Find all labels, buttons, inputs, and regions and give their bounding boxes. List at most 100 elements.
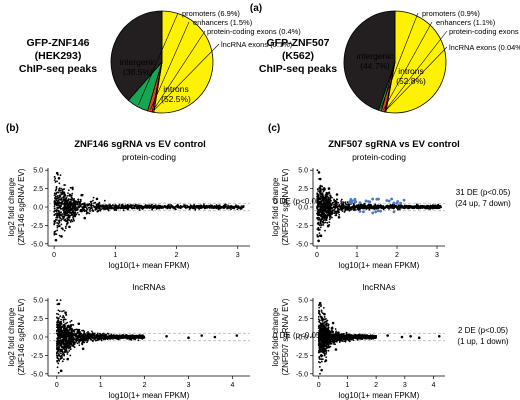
- data-point: [318, 217, 321, 219]
- y-axis-label: (ZNF507 sgRNA/ EV): [281, 168, 290, 245]
- data-point: [61, 348, 64, 351]
- data-point: [90, 201, 92, 203]
- data-point: [320, 203, 323, 206]
- data-point: [53, 175, 56, 178]
- data-point: [90, 338, 93, 341]
- data-point: [53, 205, 56, 208]
- data-point: [78, 341, 81, 344]
- data-point: [61, 339, 64, 341]
- data-point: [97, 203, 100, 206]
- data-point: [327, 205, 329, 208]
- pie-slice-intergenic: [110, 10, 163, 101]
- data-point: [346, 201, 349, 204]
- data-point: [78, 203, 81, 206]
- data-point: [163, 205, 166, 207]
- data-point-outlier: [187, 336, 190, 340]
- data-point: [162, 207, 164, 209]
- data-point: [329, 202, 332, 205]
- data-point: [57, 359, 60, 362]
- data-point: [323, 215, 326, 217]
- data-point: [334, 214, 337, 217]
- pie-value-introns: (52.8%): [396, 76, 426, 86]
- subplot-title: lncRNAs: [362, 282, 395, 292]
- data-point: [55, 344, 58, 347]
- data-point: [62, 358, 65, 361]
- data-point: [317, 228, 320, 231]
- data-point: [76, 201, 79, 204]
- data-point: [107, 207, 110, 210]
- data-point: [62, 206, 65, 209]
- data-point: [353, 206, 356, 208]
- data-point: [69, 200, 71, 203]
- data-point: [60, 318, 63, 321]
- data-point: [79, 201, 81, 203]
- data-point: [53, 207, 56, 210]
- data-point: [57, 199, 60, 202]
- significant-point: [392, 210, 396, 214]
- pie-value-introns: (52.5%): [161, 94, 191, 104]
- data-point: [128, 204, 131, 207]
- pie-label-enhancers: enhancers (1.1%): [436, 18, 496, 27]
- data-point: [66, 324, 69, 327]
- data-point: [93, 206, 96, 209]
- data-point: [54, 189, 57, 192]
- data-point: [317, 218, 320, 221]
- data-point: [317, 194, 320, 196]
- data-point: [322, 203, 325, 206]
- y-tick-label: 5.0: [298, 168, 308, 175]
- data-point: [340, 202, 343, 205]
- data-point: [56, 299, 59, 302]
- significant-point: [387, 199, 391, 203]
- data-point: [379, 206, 382, 208]
- x-tick-label: 1: [345, 382, 349, 389]
- data-point: [69, 348, 72, 351]
- data-point: [85, 212, 88, 215]
- data-point: [70, 319, 73, 322]
- data-point: [370, 205, 373, 208]
- data-point-outlier: [80, 193, 83, 197]
- data-point-outlier: [431, 204, 435, 207]
- pie-label-lncrna-exons: lncRNA exons (0.1%): [221, 40, 293, 49]
- subplot-title: lncRNAs: [132, 282, 165, 292]
- data-point: [72, 324, 75, 326]
- y-tick-label: -5.0: [296, 241, 308, 248]
- data-point: [322, 190, 325, 193]
- data-point: [64, 329, 67, 332]
- data-point-outlier: [55, 171, 59, 175]
- data-point: [191, 207, 194, 210]
- data-point: [177, 206, 180, 209]
- data-point: [63, 191, 65, 194]
- data-point: [434, 204, 437, 207]
- data-point: [316, 188, 319, 191]
- data-point: [135, 205, 138, 208]
- data-point: [61, 190, 64, 193]
- data-point: [80, 333, 83, 336]
- data-point: [56, 346, 59, 349]
- significant-point: [368, 200, 372, 204]
- data-point: [57, 332, 59, 334]
- data-point: [55, 214, 58, 217]
- data-point: [53, 199, 56, 202]
- data-point: [100, 208, 103, 211]
- y-tick-label: 2.5: [33, 186, 43, 193]
- data-point: [202, 205, 205, 208]
- data-point: [98, 207, 100, 210]
- data-point: [116, 205, 119, 208]
- data-point: [61, 316, 64, 319]
- data-point: [69, 327, 72, 330]
- x-tick-label: 2: [175, 252, 179, 259]
- data-point: [186, 204, 189, 207]
- data-point: [155, 205, 157, 208]
- data-point: [320, 309, 323, 312]
- data-point: [323, 188, 326, 191]
- data-point: [230, 208, 232, 211]
- data-point: [57, 209, 60, 212]
- data-point: [320, 189, 322, 191]
- data-point: [420, 206, 423, 209]
- data-point: [363, 204, 366, 206]
- data-point: [397, 205, 399, 208]
- pie-label-intergenic: intergenic: [120, 57, 158, 67]
- data-point: [316, 169, 319, 172]
- data-point: [86, 332, 88, 334]
- pie-side-label: (K562): [282, 50, 314, 62]
